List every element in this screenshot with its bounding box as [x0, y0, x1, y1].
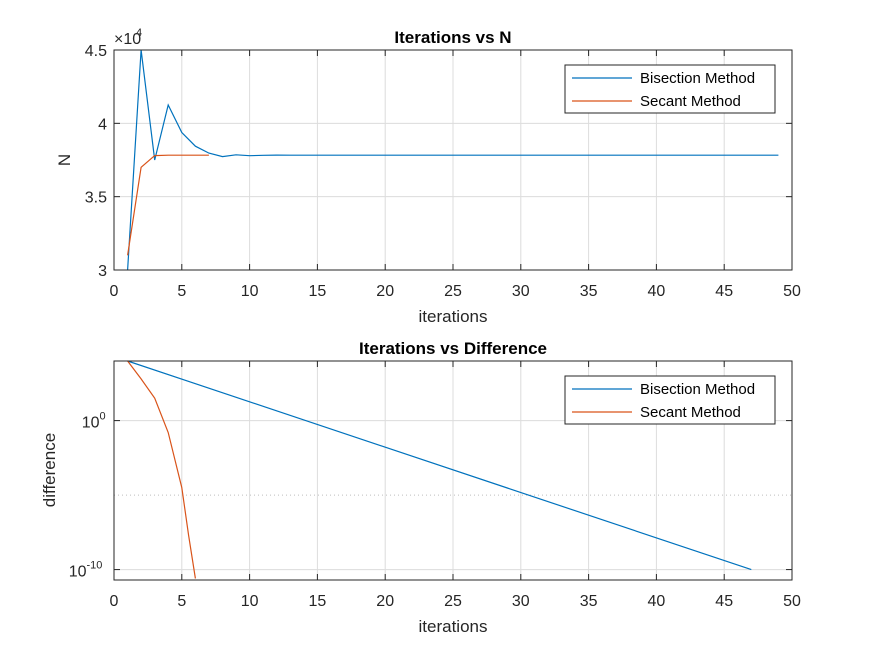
exponent-power: 4 — [136, 27, 142, 39]
series-line-bisection — [127, 49, 779, 271]
series-line-secant — [127, 360, 196, 579]
y-tick-label: 10 0 — [82, 411, 106, 432]
x-tick-label: 5 — [177, 283, 186, 300]
chart-title: Iterations vs Difference — [359, 339, 547, 358]
x-tick-label: 10 — [241, 593, 259, 610]
x-tick-label: 25 — [444, 593, 462, 610]
series-line-secant — [127, 154, 209, 256]
y-tick-base: 10 — [69, 564, 87, 581]
x-axis-label: iterations — [419, 307, 488, 326]
y-tick-power: 0 — [100, 411, 106, 423]
x-tick-label: 35 — [580, 593, 598, 610]
x-tick-label: 30 — [512, 593, 530, 610]
legend-label-bisection: Bisection Method — [640, 381, 755, 398]
chart-title: Iterations vs N — [394, 28, 511, 47]
y-tick-base: 10 — [82, 415, 100, 432]
series-line-bisection — [127, 360, 752, 571]
x-tick-label: 35 — [580, 283, 598, 300]
y-axis-label: difference — [40, 433, 59, 507]
x-tick-label: 50 — [783, 283, 801, 300]
x-axis-label: iterations — [419, 617, 488, 636]
x-tick-label: 0 — [110, 593, 119, 610]
x-tick-label: 20 — [376, 593, 394, 610]
exponent-base: ×10 — [114, 31, 141, 48]
y-axis-label: N — [55, 154, 74, 166]
x-tick-label: 40 — [648, 283, 666, 300]
x-tick-label: 40 — [648, 593, 666, 610]
x-tick-label: 25 — [444, 283, 462, 300]
y-tick-label: 10 -10 — [69, 560, 103, 581]
y-tick-label: 3.5 — [85, 190, 107, 207]
y-tick-label: 4 — [98, 116, 107, 133]
iterations-vs-difference-plot: 0 5 10 15 20 25 30 35 40 45 50 10 010 -10 Iterations… — [40, 339, 801, 636]
x-tick-label: 0 — [110, 283, 119, 300]
legend: Bisection Method Secant Method — [564, 64, 776, 114]
x-tick-label: 10 — [241, 283, 259, 300]
x-tick-label: 30 — [512, 283, 530, 300]
x-tick-label: 20 — [376, 283, 394, 300]
legend-label-secant: Secant Method — [640, 93, 741, 110]
y-tick-label: 3 — [98, 263, 107, 280]
x-tick-label: 50 — [783, 593, 801, 610]
x-tick-label: 45 — [715, 593, 733, 610]
x-tick-label: 45 — [715, 283, 733, 300]
x-tick-label: 5 — [177, 593, 186, 610]
legend: Bisection Method Secant Method — [564, 375, 776, 425]
y-tick-power: -10 — [87, 560, 103, 572]
legend-label-bisection: Bisection Method — [640, 70, 755, 87]
x-tick-label: 15 — [309, 283, 327, 300]
legend-label-secant: Secant Method — [640, 404, 741, 421]
iterations-vs-n-plot: 0 5 10 15 20 25 30 35 40 45 50 3 3.5 4 4.5 ×10 4 Iter… — [55, 27, 801, 326]
x-tick-label: 15 — [309, 593, 327, 610]
y-tick-label: 4.5 — [85, 43, 107, 60]
